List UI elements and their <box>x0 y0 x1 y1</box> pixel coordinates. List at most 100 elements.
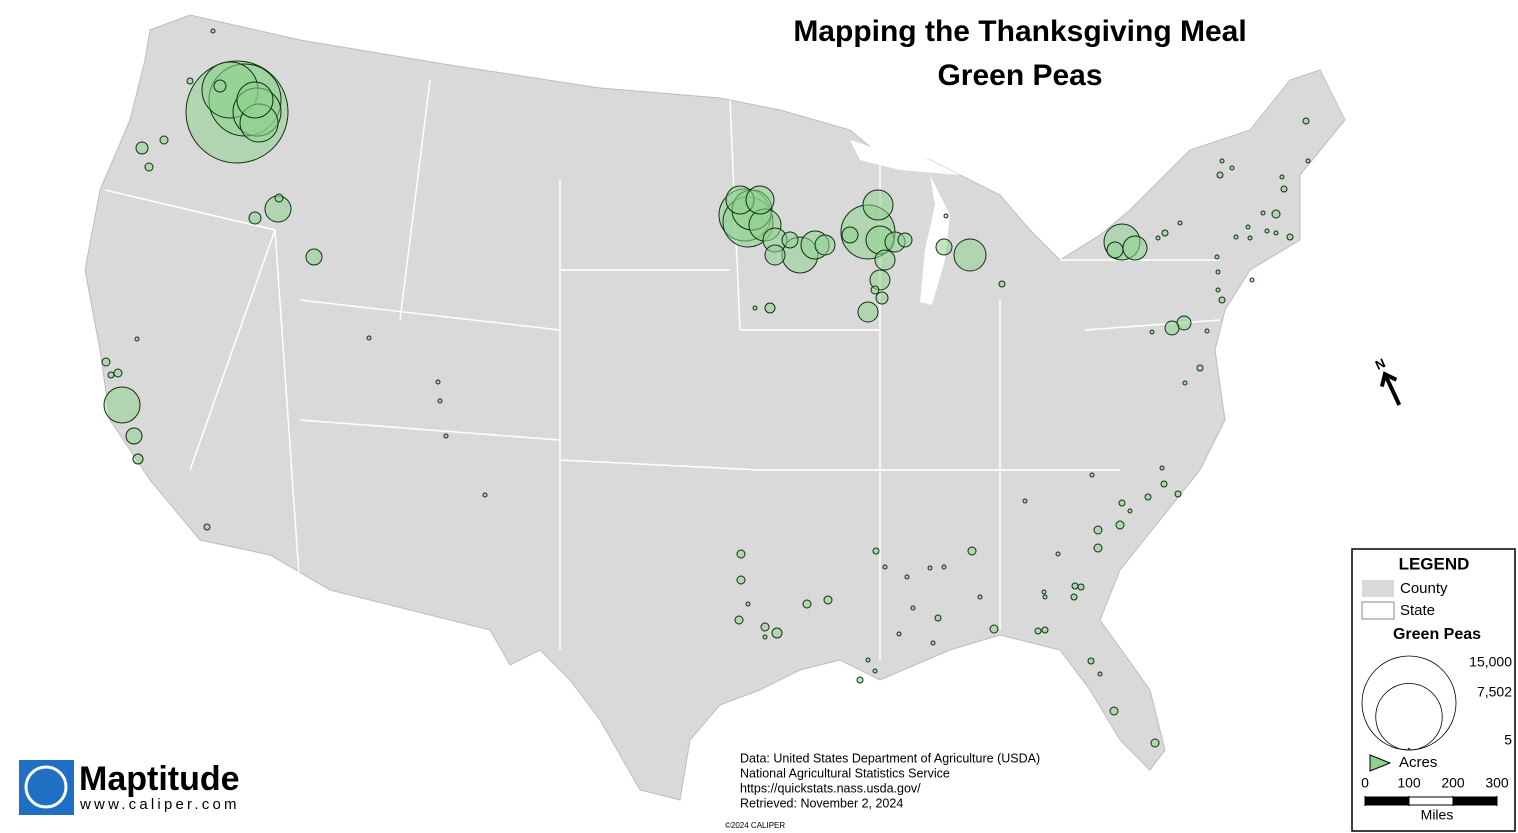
bubble <box>1229 165 1235 171</box>
bubble-layer <box>101 28 1311 748</box>
bubble <box>841 226 859 244</box>
bubble <box>814 234 836 256</box>
bubble <box>1279 174 1285 180</box>
title: Mapping the Thanksgiving Meal <box>793 15 1246 48</box>
bubble <box>1041 626 1049 634</box>
bubble <box>125 427 143 445</box>
bubble <box>943 213 949 219</box>
bubble <box>1118 499 1126 507</box>
bubble <box>1302 117 1310 125</box>
bubble <box>236 81 274 119</box>
bubble <box>366 335 372 341</box>
bubble <box>1245 224 1251 230</box>
bubble <box>1160 480 1168 488</box>
scale-tick-label: 300 <box>1485 775 1509 791</box>
bubble <box>762 634 768 640</box>
bubble <box>1093 525 1103 535</box>
bubble <box>1286 233 1294 241</box>
bubble <box>874 249 896 271</box>
bubble <box>443 433 449 439</box>
bubble <box>1305 158 1311 164</box>
bubble <box>989 624 999 634</box>
bubble <box>1182 380 1188 386</box>
bubble <box>764 302 776 314</box>
logo-globe <box>24 765 68 809</box>
bubble <box>1127 508 1133 514</box>
bubble <box>875 291 889 305</box>
bubble <box>1177 220 1183 226</box>
bubble <box>1077 583 1085 591</box>
bubble <box>781 231 799 249</box>
bubble <box>1070 593 1078 601</box>
bubble <box>1022 498 1028 504</box>
bubble <box>210 28 216 34</box>
logo-name: Maptitude <box>79 760 240 798</box>
bubble <box>745 185 775 215</box>
logo: Maptitude www.caliper.com <box>19 760 240 815</box>
bubble <box>764 244 786 266</box>
legend-symbol-title: Green Peas <box>1393 626 1481 643</box>
bubble <box>1055 551 1061 557</box>
legend-size-label: 7,502 <box>1477 684 1512 700</box>
source-line: National Agricultural Statistics Service <box>740 766 950 780</box>
county-swatch <box>1362 580 1394 597</box>
bubble <box>941 564 947 570</box>
acres-swatch <box>1369 754 1392 772</box>
bubble <box>1149 329 1155 335</box>
bubble <box>736 575 746 585</box>
bubble <box>771 627 783 639</box>
scale-segment <box>1452 796 1498 806</box>
bubble <box>998 280 1006 288</box>
us-landmass <box>84 14 1346 801</box>
bubble <box>734 615 744 625</box>
bubble <box>752 305 758 311</box>
bubble <box>1273 230 1279 236</box>
bubble <box>1247 235 1253 241</box>
legend-item: State <box>1400 602 1435 619</box>
bubble <box>101 357 111 367</box>
bubble <box>1174 490 1182 498</box>
bubble <box>870 285 880 295</box>
copyright: ©2024 CALIPER <box>725 821 785 830</box>
bubble <box>1097 671 1103 677</box>
scale-segment <box>1408 796 1454 806</box>
legend-unit: Acres <box>1399 754 1437 771</box>
bubble <box>274 193 284 203</box>
bubble <box>135 141 149 155</box>
bubble <box>305 248 323 266</box>
legend-size-circle <box>1407 747 1411 751</box>
bubble <box>1161 229 1169 237</box>
bubble <box>1233 234 1239 240</box>
bubble <box>802 599 812 609</box>
bubble <box>113 368 123 378</box>
bubble <box>1122 235 1148 261</box>
legend-title: LEGEND <box>1399 554 1470 573</box>
scale-tick-label: 100 <box>1397 775 1421 791</box>
bubble <box>144 162 154 172</box>
bubble <box>1071 582 1079 590</box>
source-line: https://quickstats.nass.usda.gov/ <box>740 781 921 795</box>
bubble <box>1115 520 1125 530</box>
north-arrow-shape <box>1379 371 1402 406</box>
state-swatch <box>1361 601 1395 620</box>
bubble <box>103 386 141 424</box>
bubble <box>186 77 194 85</box>
bubble <box>872 547 880 555</box>
bubble <box>977 594 983 600</box>
legend-item: County <box>1400 580 1448 597</box>
scale-tick-label: 0 <box>1361 775 1369 791</box>
source-line: Retrieved: November 2, 2024 <box>740 796 903 810</box>
bubble <box>1087 657 1095 665</box>
bubble <box>1109 706 1119 716</box>
bubble <box>823 595 833 605</box>
bubble <box>935 238 953 256</box>
bubble <box>1218 296 1226 304</box>
bubble <box>930 640 936 646</box>
bubble <box>1089 472 1095 478</box>
bubble <box>159 135 169 145</box>
bubble <box>437 398 443 404</box>
bubble <box>1164 320 1180 336</box>
north-label: N <box>1373 355 1388 373</box>
lake-michigan <box>920 175 950 305</box>
bubble <box>904 574 910 580</box>
